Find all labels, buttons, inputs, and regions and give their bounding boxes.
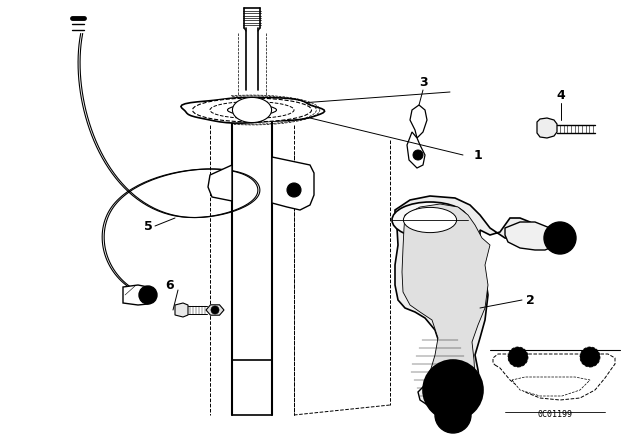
Circle shape [445,407,461,423]
Text: 4: 4 [557,89,565,102]
Polygon shape [418,386,472,418]
Text: 0C01199: 0C01199 [538,410,573,419]
Polygon shape [402,204,490,404]
Ellipse shape [210,102,294,118]
Ellipse shape [227,105,276,115]
Polygon shape [272,157,314,210]
Circle shape [413,150,423,160]
Circle shape [287,183,301,197]
Text: 2: 2 [525,293,534,306]
Polygon shape [206,305,224,315]
Circle shape [435,397,471,433]
Ellipse shape [392,202,468,238]
Polygon shape [410,105,427,138]
Circle shape [139,286,157,304]
Ellipse shape [193,98,312,122]
Polygon shape [512,377,590,396]
Circle shape [211,306,219,314]
Circle shape [513,352,523,362]
Circle shape [544,222,576,254]
Circle shape [552,230,568,246]
Polygon shape [232,97,271,123]
Polygon shape [208,165,232,201]
Text: 1: 1 [474,148,483,161]
Circle shape [443,380,463,400]
Polygon shape [505,222,560,250]
Circle shape [144,291,152,299]
Ellipse shape [403,207,456,233]
Polygon shape [395,196,535,412]
Polygon shape [181,97,324,123]
Circle shape [508,347,528,367]
Circle shape [423,360,483,420]
Text: 6: 6 [166,279,174,292]
Text: 3: 3 [419,76,428,89]
Circle shape [435,372,471,408]
Polygon shape [407,132,425,168]
Circle shape [580,347,600,367]
Polygon shape [537,118,557,138]
Polygon shape [123,285,151,305]
Text: 5: 5 [143,220,152,233]
Circle shape [291,187,297,193]
Polygon shape [493,354,615,400]
Polygon shape [175,303,188,317]
